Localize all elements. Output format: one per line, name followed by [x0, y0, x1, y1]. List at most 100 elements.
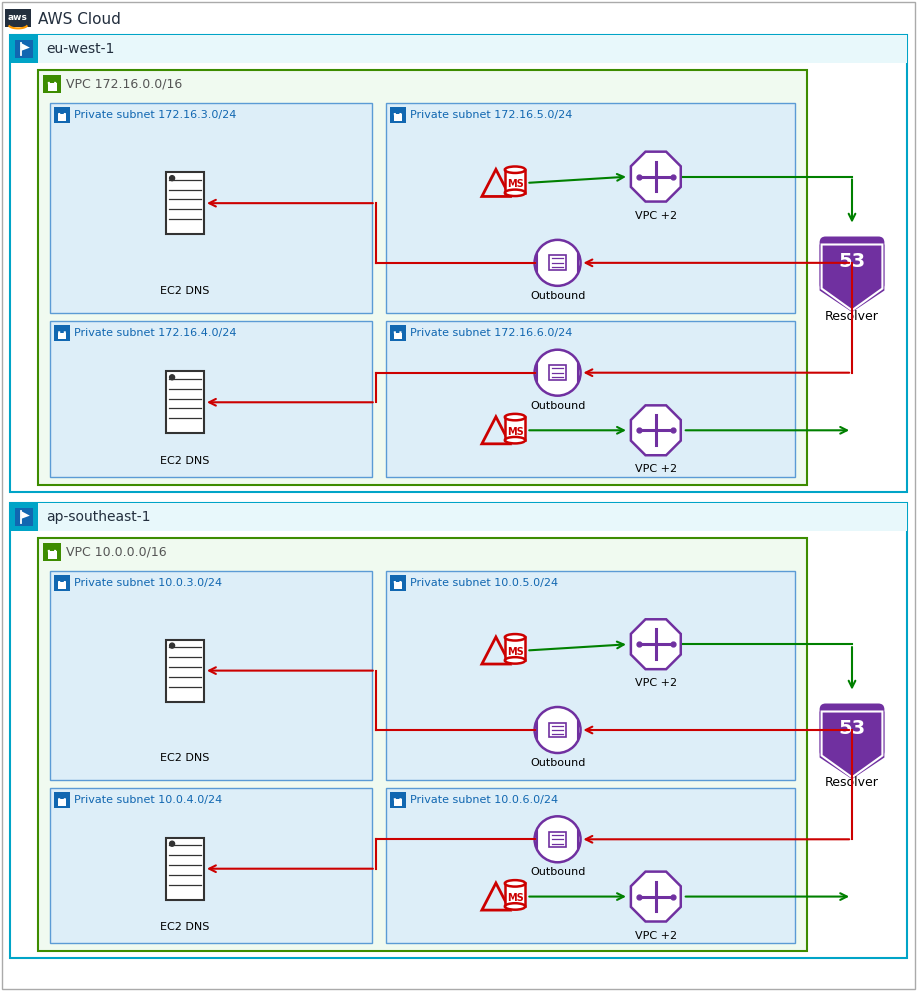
Bar — [54, 792, 70, 809]
Text: VPC +2: VPC +2 — [635, 678, 677, 688]
Polygon shape — [21, 511, 30, 519]
Bar — [10, 35, 907, 492]
Polygon shape — [820, 712, 884, 779]
Circle shape — [170, 375, 174, 380]
Ellipse shape — [505, 437, 525, 443]
Ellipse shape — [505, 414, 525, 420]
Polygon shape — [631, 405, 680, 455]
Ellipse shape — [505, 166, 525, 173]
Bar — [38, 538, 807, 951]
Bar — [393, 582, 402, 589]
Bar — [386, 321, 795, 477]
Bar — [166, 372, 204, 433]
Bar — [48, 83, 57, 91]
Text: Outbound: Outbound — [530, 758, 585, 768]
Bar — [58, 800, 66, 807]
Text: Private subnet 172.16.4.0/24: Private subnet 172.16.4.0/24 — [74, 328, 237, 338]
Text: Resolver: Resolver — [825, 777, 878, 790]
Text: MS: MS — [507, 647, 524, 657]
Text: AWS Cloud: AWS Cloud — [38, 12, 121, 27]
Text: EC2 DNS: EC2 DNS — [160, 456, 210, 466]
Bar — [50, 321, 371, 477]
Text: VPC 10.0.0.0/16: VPC 10.0.0.0/16 — [66, 545, 167, 559]
Bar — [390, 107, 405, 123]
Text: Private subnet 172.16.3.0/24: Private subnet 172.16.3.0/24 — [74, 110, 237, 120]
Text: Private subnet 172.16.6.0/24: Private subnet 172.16.6.0/24 — [410, 328, 572, 338]
Polygon shape — [820, 245, 884, 312]
FancyBboxPatch shape — [820, 704, 884, 757]
Bar — [54, 575, 70, 591]
Text: aws: aws — [8, 14, 28, 23]
Bar — [549, 722, 566, 737]
Text: EC2 DNS: EC2 DNS — [160, 922, 210, 932]
Bar — [505, 417, 525, 440]
Bar — [393, 800, 402, 807]
Bar — [38, 70, 807, 485]
Circle shape — [170, 643, 174, 648]
Circle shape — [535, 240, 580, 285]
Polygon shape — [21, 44, 30, 51]
Bar — [549, 256, 566, 271]
Text: Outbound: Outbound — [530, 290, 585, 301]
Bar — [48, 551, 57, 559]
Text: Private subnet 10.0.5.0/24: Private subnet 10.0.5.0/24 — [410, 578, 558, 588]
Text: MS: MS — [507, 179, 524, 189]
Text: VPC +2: VPC +2 — [635, 465, 677, 475]
Text: Outbound: Outbound — [530, 400, 585, 410]
Polygon shape — [631, 872, 680, 922]
Bar — [10, 35, 38, 63]
Bar — [390, 325, 405, 341]
Circle shape — [535, 707, 580, 753]
Bar — [58, 582, 66, 589]
Bar — [549, 831, 566, 846]
Text: Private subnet 172.16.5.0/24: Private subnet 172.16.5.0/24 — [410, 110, 572, 120]
Circle shape — [535, 350, 580, 395]
Text: Resolver: Resolver — [825, 309, 878, 322]
Bar — [43, 543, 61, 561]
Bar — [393, 114, 402, 121]
Text: ap-southeast-1: ap-southeast-1 — [46, 510, 150, 524]
Text: Outbound: Outbound — [530, 867, 585, 877]
Bar — [505, 169, 525, 193]
Bar — [166, 639, 204, 702]
Bar — [50, 571, 371, 780]
Text: Private subnet 10.0.6.0/24: Private subnet 10.0.6.0/24 — [410, 795, 558, 806]
Bar — [15, 508, 33, 526]
Bar — [386, 103, 795, 313]
Bar — [54, 107, 70, 123]
Text: MS: MS — [507, 893, 524, 903]
Bar — [390, 792, 405, 809]
Circle shape — [170, 175, 174, 180]
Bar — [166, 172, 204, 234]
Text: EC2 DNS: EC2 DNS — [160, 286, 210, 296]
Bar — [58, 333, 66, 339]
Bar — [5, 9, 31, 27]
FancyBboxPatch shape — [820, 237, 884, 290]
Text: VPC +2: VPC +2 — [635, 931, 677, 940]
Text: Private subnet 10.0.3.0/24: Private subnet 10.0.3.0/24 — [74, 578, 222, 588]
Bar — [505, 637, 525, 660]
Text: 53: 53 — [838, 719, 866, 738]
Ellipse shape — [505, 634, 525, 640]
Ellipse shape — [505, 189, 525, 196]
Text: VPC 172.16.0.0/16: VPC 172.16.0.0/16 — [66, 77, 182, 90]
Bar — [43, 75, 61, 93]
Bar — [505, 883, 525, 907]
Bar — [386, 788, 795, 943]
Ellipse shape — [505, 903, 525, 910]
Text: MS: MS — [507, 427, 524, 437]
Bar — [10, 503, 38, 531]
Bar — [58, 114, 66, 121]
Circle shape — [170, 841, 174, 846]
Ellipse shape — [505, 657, 525, 664]
Bar — [10, 503, 907, 958]
Bar — [393, 333, 402, 339]
Bar — [50, 788, 371, 943]
Bar — [10, 35, 907, 63]
Bar — [386, 571, 795, 780]
Bar — [549, 366, 566, 381]
Circle shape — [535, 817, 580, 862]
Polygon shape — [631, 619, 680, 669]
Bar — [54, 325, 70, 341]
Bar — [390, 575, 405, 591]
